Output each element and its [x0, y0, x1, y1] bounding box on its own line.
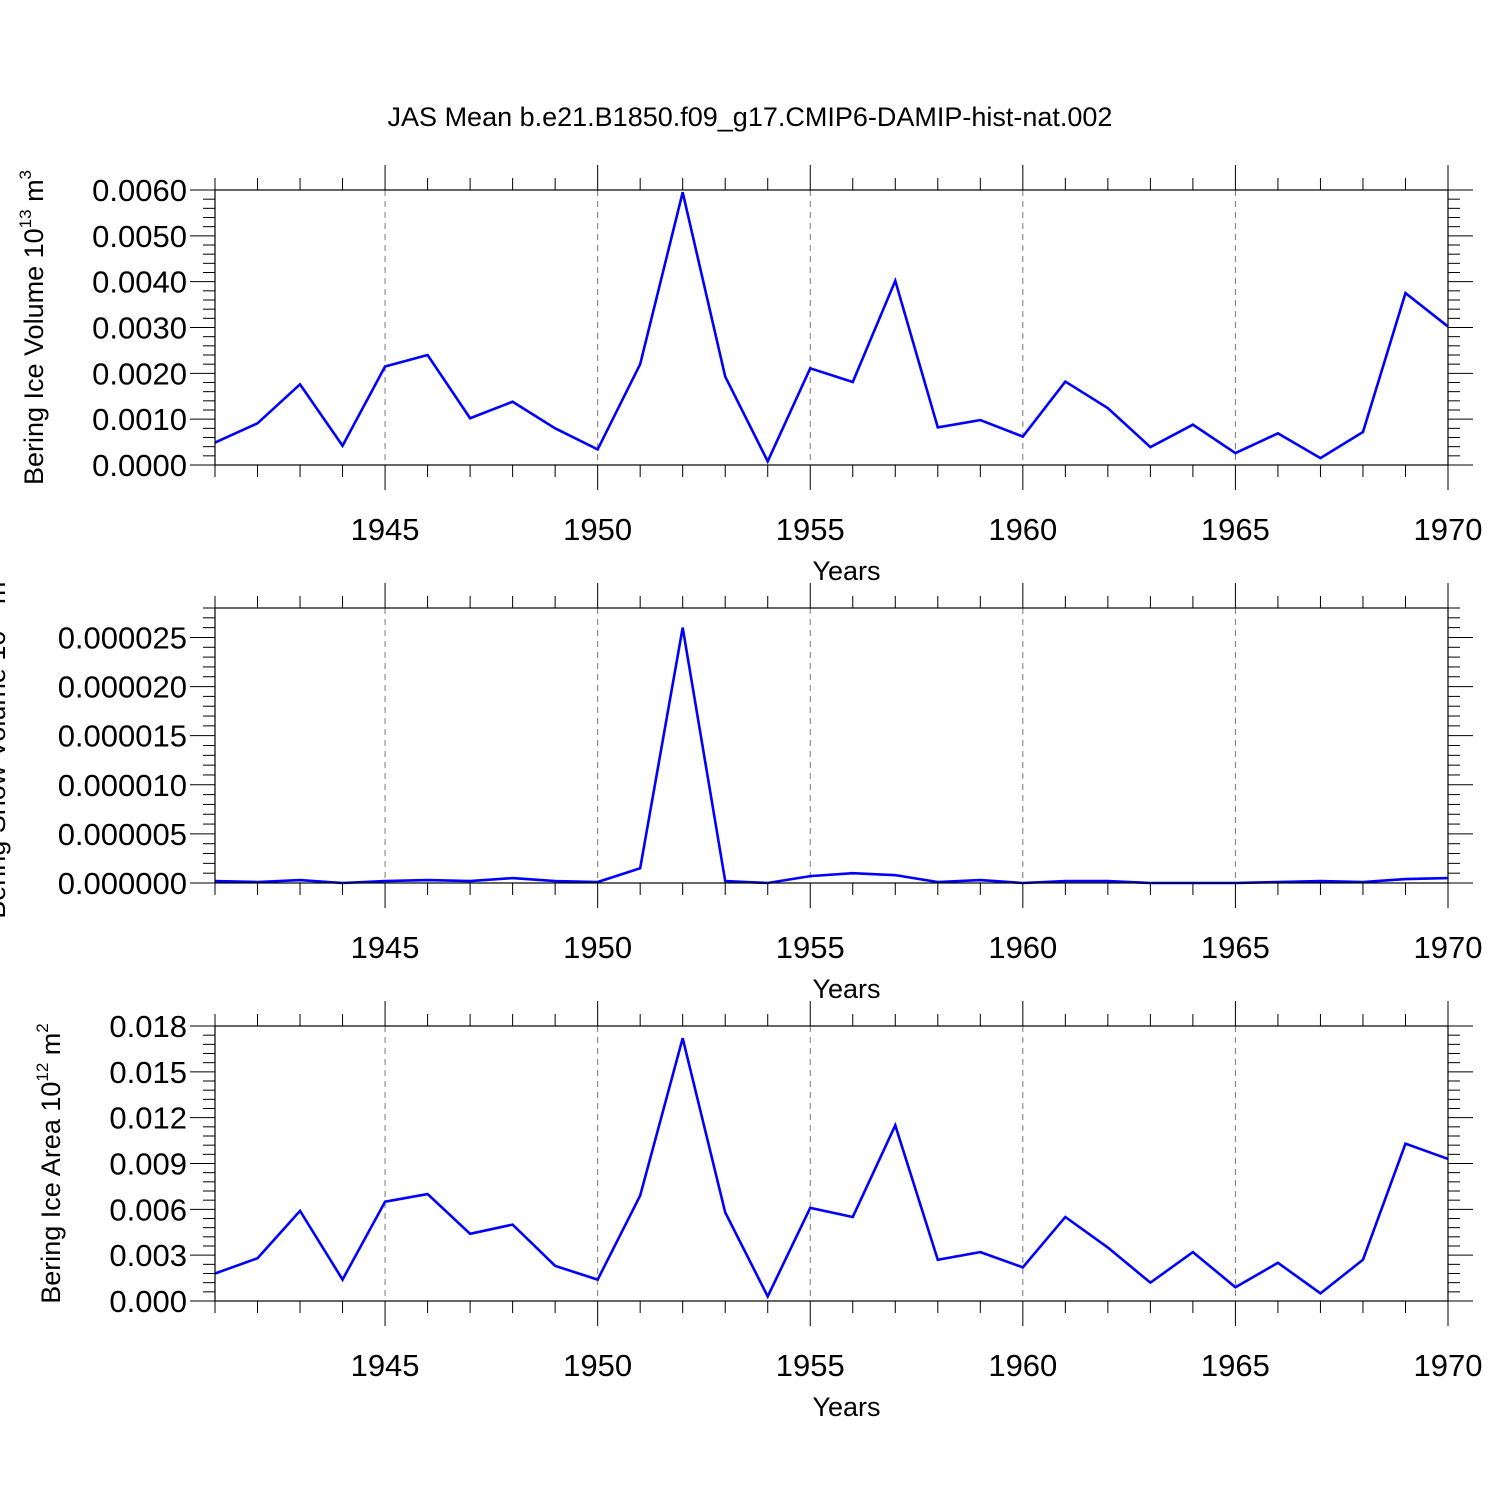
y-tick-label: 0.0060	[92, 173, 187, 208]
x-tick-label: 1955	[776, 1348, 845, 1383]
x-tick-label: 1965	[1201, 930, 1270, 965]
plot-frame	[214, 607, 1449, 884]
series-line-3	[214, 1037, 1449, 1300]
y-tick-label: 0.000010	[58, 768, 187, 803]
x-tick-label: 1960	[988, 930, 1057, 965]
figure-title: JAS Mean b.e21.B1850.f09_g17.CMIP6-DAMIP…	[388, 102, 1113, 132]
x-tick-label: 1950	[563, 1348, 632, 1383]
y-tick-label: 0.000000	[58, 866, 187, 901]
chart-panel-1: 0.0000 0.0010 0.0020 0.0030 0.0040 0.0050 0.00…	[16, 165, 1482, 586]
x-tick-label: 1960	[988, 512, 1057, 547]
x-tick-label: 1965	[1201, 1348, 1270, 1383]
y-tick-label: 0.0020	[92, 356, 187, 391]
x-tick-label: 1945	[351, 512, 420, 547]
y-tick-label: 0.0010	[92, 402, 187, 437]
x-tick-label: 1970	[1414, 930, 1483, 965]
x-tick-label: 1950	[563, 512, 632, 547]
chart-panel-3: 0.000 0.003 0.006 0.009 0.012 0.015 0.018 1945 1…	[33, 1001, 1482, 1422]
y-tick-label: 0.003	[109, 1238, 187, 1273]
x-axis-title: Years	[812, 974, 880, 1004]
y-tick-label: 0.0050	[92, 219, 187, 254]
chart-panel-2: 0.000000 0.000005 0.000010 0.000015 0.000020…	[0, 572, 1483, 1004]
x-tick-label: 1970	[1414, 512, 1483, 547]
y-tick-label: 0.0030	[92, 311, 187, 346]
y-axis-title: Bering Ice Volume 1013 m3	[16, 170, 49, 485]
x-tick-label: 1970	[1414, 1348, 1483, 1383]
y-tick-label: 0.000005	[58, 817, 187, 852]
plot-frame	[214, 189, 1449, 466]
y-tick-label: 0.000	[109, 1284, 187, 1319]
x-tick-label: 1955	[776, 512, 845, 547]
x-tick-label: 1955	[776, 930, 845, 965]
y-tick-label: 0.0040	[92, 265, 187, 300]
y-tick-label: 0.0000	[92, 448, 187, 483]
plot-frame	[214, 1025, 1449, 1302]
y-tick-label: 0.015	[109, 1055, 187, 1090]
y-tick-label: 0.000025	[58, 620, 187, 655]
x-tick-label: 1945	[351, 1348, 420, 1383]
x-axis-title: Years	[812, 556, 880, 586]
x-tick-label: 1945	[351, 930, 420, 965]
y-axis-title: Bering Ice Area 1012 m2	[33, 1023, 66, 1304]
y-tick-label: 0.009	[109, 1147, 187, 1182]
y-tick-label: 0.000020	[58, 670, 187, 705]
y-axis-title: Bering Snow Volume 1013 m3	[0, 572, 11, 919]
x-axis-title: Years	[812, 1392, 880, 1422]
x-tick-label: 1960	[988, 1348, 1057, 1383]
y-tick-label: 0.018	[109, 1009, 187, 1044]
x-tick-label: 1965	[1201, 512, 1270, 547]
y-tick-label: 0.006	[109, 1192, 187, 1227]
x-tick-label: 1950	[563, 930, 632, 965]
series-line-2	[214, 627, 1449, 885]
y-tick-label: 0.012	[109, 1101, 187, 1136]
series-line-1	[214, 191, 1449, 465]
y-tick-label: 0.000015	[58, 719, 187, 754]
